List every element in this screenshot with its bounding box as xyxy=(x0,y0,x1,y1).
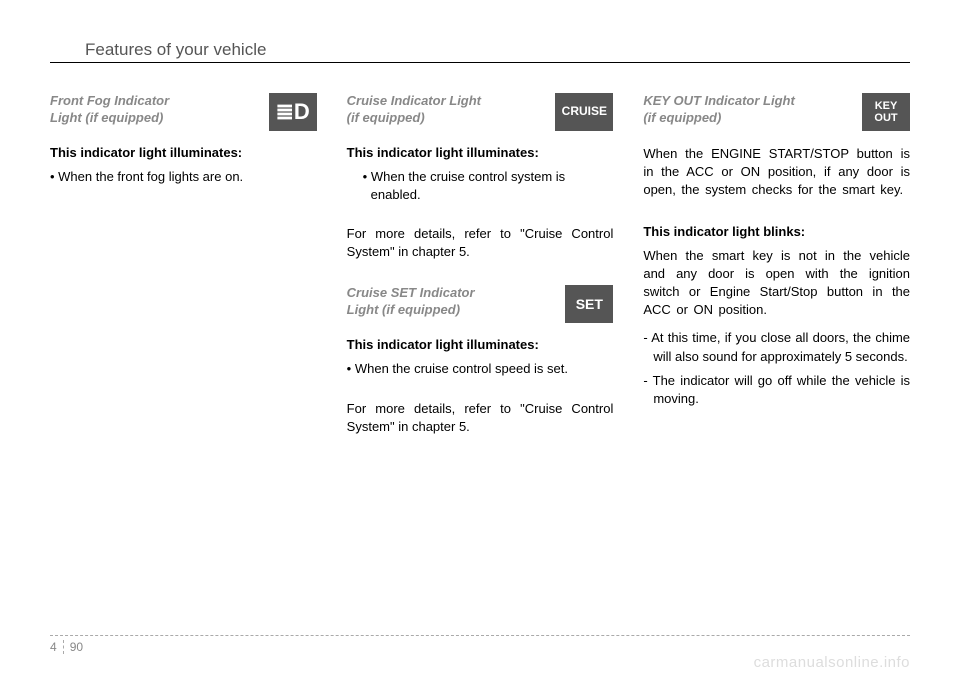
keyout-section-title: KEY OUT Indicator Light (if equipped) xyxy=(643,93,854,127)
set-bullet: • When the cruise control speed is set. xyxy=(355,360,614,378)
cruise-section-header: Cruise Indicator Light (if equipped) CRU… xyxy=(347,93,614,131)
page-number: 90 xyxy=(70,640,83,654)
keyout-icon: KEY OUT xyxy=(862,93,910,131)
set-section-header: Cruise SET Indicator Light (if equipped)… xyxy=(347,285,614,323)
content-columns: Front Fog Indicator Light (if equipped) … xyxy=(50,93,910,446)
keyout-section-header: KEY OUT Indicator Light (if equipped) KE… xyxy=(643,93,910,131)
keyout-bold: This indicator light blinks: xyxy=(643,224,910,239)
page-numbers: 4 90 xyxy=(50,640,910,654)
chapter-number: 4 xyxy=(50,640,57,654)
page-header: Features of your vehicle xyxy=(50,40,910,60)
cruise-bold: This indicator light illuminates: xyxy=(347,145,614,160)
column-3: KEY OUT Indicator Light (if equipped) KE… xyxy=(643,93,910,446)
cruise-icon: CRUISE xyxy=(555,93,613,131)
fog-bullet: • When the front fog lights are on. xyxy=(58,168,317,186)
page-separator xyxy=(63,640,64,654)
keyout-dash2: - The indicator will go off while the ve… xyxy=(643,372,910,408)
header-rule xyxy=(50,62,910,63)
cruise-section-title: Cruise Indicator Light (if equipped) xyxy=(347,93,548,127)
set-section-title: Cruise SET Indicator Light (if equipped) xyxy=(347,285,558,319)
page-footer: 4 90 xyxy=(50,635,910,654)
cruise-bullet: • When the cruise control system is enab… xyxy=(355,168,614,203)
set-bold: This indicator light illuminates: xyxy=(347,337,614,352)
fog-section-title: Front Fog Indicator Light (if equipped) xyxy=(50,93,261,127)
watermark: carmanualsonline.info xyxy=(754,654,910,671)
set-ref: For more details, refer to "Cruise Contr… xyxy=(347,400,614,436)
fog-bold: This indicator light illuminates: xyxy=(50,145,317,160)
column-2: Cruise Indicator Light (if equipped) CRU… xyxy=(347,93,614,446)
fog-icon: ≣D xyxy=(269,93,317,131)
cruise-ref: For more details, refer to "Cruise Contr… xyxy=(347,225,614,261)
keyout-dash1: - At this time, if you close all doors, … xyxy=(643,329,910,365)
column-1: Front Fog Indicator Light (if equipped) … xyxy=(50,93,317,446)
fog-section-header: Front Fog Indicator Light (if equipped) … xyxy=(50,93,317,131)
set-icon: SET xyxy=(565,285,613,323)
keyout-body2: When the smart key is not in the vehicle… xyxy=(643,247,910,320)
keyout-body1: When the ENGINE START/STOP button is in … xyxy=(643,145,910,200)
footer-rule xyxy=(50,635,910,636)
